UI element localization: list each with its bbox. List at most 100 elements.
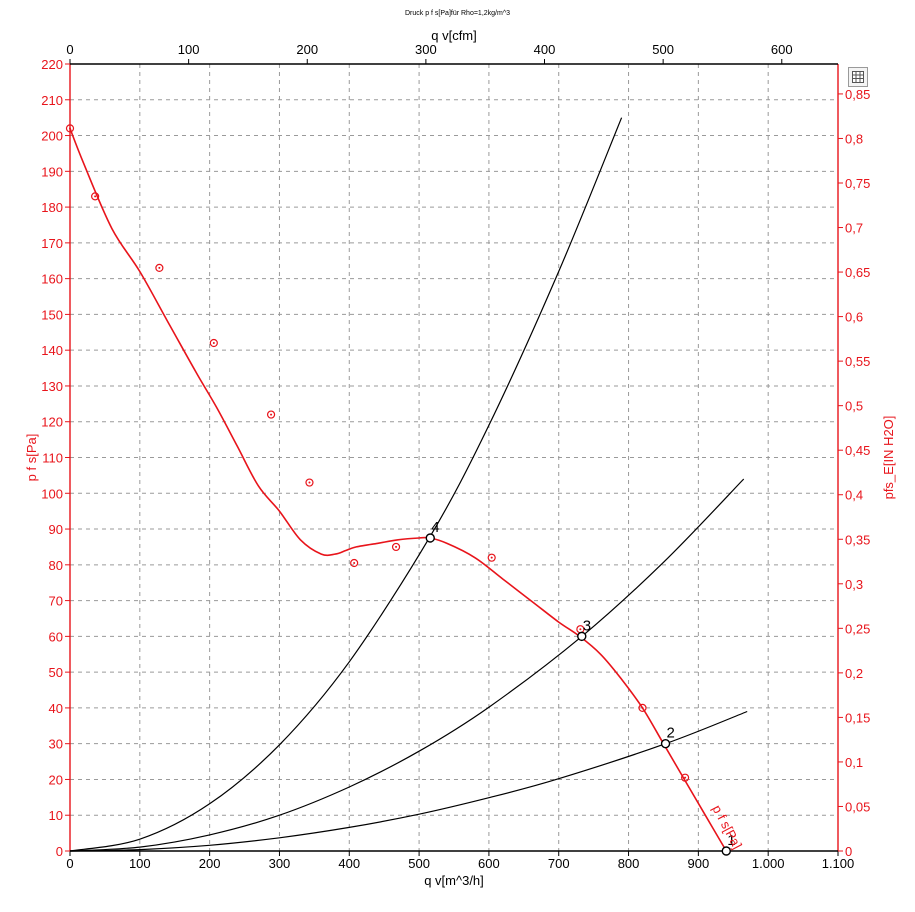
- measured-point-dot: [353, 562, 356, 565]
- y-tick-label: 50: [49, 665, 63, 680]
- y-tick-label: 60: [49, 629, 63, 644]
- y2-tick-label: 0,15: [845, 710, 870, 725]
- measured-point-dot: [395, 545, 398, 548]
- y-tick-label: 90: [49, 522, 63, 537]
- x-tick-label: 900: [688, 856, 710, 871]
- y-tick-label: 130: [41, 379, 63, 394]
- y-tick-label: 120: [41, 415, 63, 430]
- system-curve-1: [69, 117, 623, 852]
- x-axis-title: q v[m^3/h]: [424, 873, 484, 888]
- x-tick-label: 200: [199, 856, 221, 871]
- y2-tick-label: 0,45: [845, 443, 870, 458]
- operating-point-label: 2: [667, 725, 675, 742]
- y-tick-label: 160: [41, 272, 63, 287]
- x-tick-label: 300: [269, 856, 291, 871]
- measured-point-dot: [308, 481, 311, 484]
- measured-point-dot: [270, 413, 273, 416]
- y2-tick-label: 0,3: [845, 577, 863, 592]
- y2-tick-label: 0,7: [845, 221, 863, 236]
- y-tick-label: 200: [41, 129, 63, 144]
- y-tick-label: 150: [41, 307, 63, 322]
- measured-point-dot: [684, 776, 687, 779]
- measured-point: [487, 553, 496, 562]
- x2-axis-title: q v[cfm]: [431, 28, 477, 43]
- y2-tick-label: 0,1: [845, 755, 863, 770]
- y2-tick-label: 0,4: [845, 488, 863, 503]
- y2-tick-label: 0,5: [845, 399, 863, 414]
- pressure-curve: [69, 128, 727, 852]
- system-curve-3: [69, 710, 748, 852]
- x2-tick-label: 300: [415, 42, 437, 57]
- y-tick-label: 80: [49, 558, 63, 573]
- y2-tick-label: 0,65: [845, 265, 870, 280]
- y-tick-label: 190: [41, 164, 63, 179]
- x2-tick-label: 500: [652, 42, 674, 57]
- y2-tick-label: 0,05: [845, 799, 870, 814]
- x-tick-label: 600: [478, 856, 500, 871]
- measured-point-dot: [212, 342, 215, 345]
- y2-tick-label: 0,75: [845, 176, 870, 191]
- operating-point: [577, 631, 587, 642]
- operating-point-label: 1: [727, 832, 735, 849]
- x-tick-label: 1.100: [822, 856, 855, 871]
- y-tick-label: 40: [49, 701, 63, 716]
- measured-point: [209, 338, 218, 348]
- y-tick-label: 10: [49, 808, 63, 823]
- measured-point: [305, 478, 314, 487]
- measured-point: [638, 703, 647, 713]
- y2-tick-label: 0,8: [845, 131, 863, 146]
- y-tick-label: 110: [42, 451, 63, 466]
- measured-point-dot: [69, 127, 71, 130]
- operating-point: [425, 533, 435, 543]
- y-tick-label: 140: [41, 343, 63, 358]
- operating-point: [721, 846, 731, 856]
- table-icon: [852, 71, 864, 83]
- operating-point-label: 3: [583, 617, 591, 634]
- measured-point: [91, 192, 100, 201]
- measured-point: [350, 558, 359, 568]
- measured-point-dot: [94, 195, 97, 198]
- y-tick-label: 0: [56, 844, 63, 859]
- x-tick-label: 800: [618, 856, 640, 871]
- x2-tick-label: 600: [771, 42, 793, 57]
- measured-point-dot: [641, 706, 644, 709]
- x2-tick-label: 0: [66, 42, 73, 57]
- y-tick-label: 100: [41, 486, 63, 501]
- y2-tick-label: 0,25: [845, 621, 870, 636]
- y-tick-label: 170: [41, 236, 63, 251]
- chart-title: Druck p f s[Pa]für Rho=1,2kg/m^3: [404, 10, 511, 17]
- operating-point-label: 4: [431, 519, 439, 536]
- x2-tick-label: 200: [296, 42, 318, 57]
- y2-tick-label: 0,85: [845, 87, 870, 102]
- system-curve-2: [69, 478, 745, 852]
- y-tick-label: 20: [49, 772, 63, 787]
- measured-point: [266, 410, 276, 419]
- x2-tick-label: 100: [178, 42, 200, 57]
- measured-point: [155, 263, 164, 273]
- x-tick-label: 100: [129, 856, 151, 871]
- measured-point: [680, 773, 690, 782]
- operating-point: [660, 738, 671, 749]
- export-table-button[interactable]: [848, 67, 868, 87]
- y2-tick-label: 0,35: [845, 532, 870, 547]
- y-tick-label: 180: [41, 200, 63, 215]
- y2-tick-label: 0,6: [845, 310, 863, 325]
- x-tick-label: 0: [66, 856, 73, 871]
- y-axis-title: p f s[Pa]: [24, 434, 39, 482]
- y-tick-label: 210: [41, 93, 63, 108]
- y-tick-label: 70: [49, 594, 63, 609]
- x-tick-label: 1.000: [752, 856, 785, 871]
- measured-point-dot: [158, 266, 161, 269]
- y2-tick-label: 0,55: [845, 354, 870, 369]
- x-tick-label: 500: [408, 856, 430, 871]
- measured-point: [65, 124, 75, 133]
- x-tick-label: 400: [338, 856, 360, 871]
- y2-tick-label: 0: [845, 844, 852, 859]
- x-tick-label: 700: [548, 856, 570, 871]
- y2-axis-title: pfs_E[IN H2O]: [881, 416, 896, 500]
- y-tick-label: 220: [41, 57, 63, 72]
- measured-point: [391, 542, 401, 552]
- y2-tick-label: 0,2: [845, 666, 863, 681]
